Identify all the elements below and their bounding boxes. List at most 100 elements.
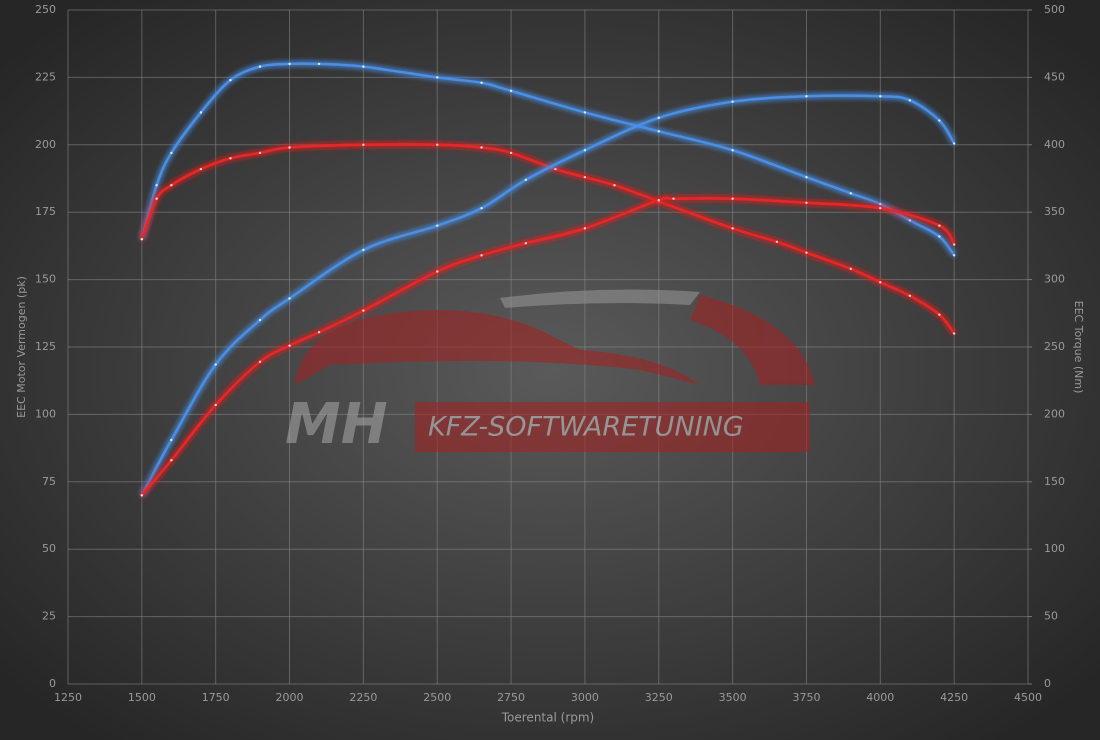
data-point: [140, 494, 144, 497]
y2-tick-label: 250: [1044, 340, 1065, 353]
data-point: [229, 157, 232, 160]
y2-tick-label: 50: [1044, 610, 1058, 623]
y-tick-label: 50: [42, 542, 56, 555]
logo-arc: [500, 289, 700, 308]
x-tick-label: 1750: [202, 691, 230, 704]
x-tick-label: 3250: [645, 691, 673, 704]
data-point: [952, 332, 956, 335]
y-tick-label: 125: [35, 340, 56, 353]
data-point: [524, 178, 528, 182]
y2-tick-label: 150: [1044, 475, 1065, 488]
data-point: [170, 438, 173, 442]
y-tick-label: 75: [42, 475, 56, 488]
data-point: [214, 403, 217, 407]
logo-car: [295, 310, 700, 385]
data-point: [657, 130, 660, 133]
data-point: [672, 197, 675, 200]
data-point: [155, 184, 158, 187]
data-point: [288, 297, 291, 300]
data-point: [583, 175, 587, 179]
data-point: [908, 294, 912, 297]
data-point: [583, 148, 587, 152]
x-axis-title: Toerental (rpm): [501, 711, 594, 725]
data-point: [170, 459, 173, 462]
data-point: [849, 192, 852, 195]
data-point: [509, 89, 513, 93]
data-point: [879, 206, 882, 210]
series-line: [140, 62, 956, 257]
y-tick-label: 225: [35, 70, 56, 83]
data-point: [436, 76, 439, 79]
data-point: [938, 313, 941, 316]
data-point: [524, 242, 528, 245]
data-point: [480, 146, 483, 149]
data-point: [583, 227, 587, 230]
x-tick-label: 2750: [497, 691, 525, 704]
y-tick-label: 175: [35, 205, 56, 218]
data-point: [436, 224, 439, 227]
data-point: [199, 111, 203, 114]
y-axis-title: EEC Motor Vermogen (pk): [15, 276, 28, 418]
data-point: [952, 142, 956, 145]
data-point: [952, 243, 956, 246]
data-point: [775, 240, 779, 244]
x-tick-label: 3500: [719, 691, 747, 704]
x-tick-label: 1500: [128, 691, 156, 704]
data-point: [170, 151, 173, 155]
data-point: [362, 65, 365, 68]
data-point: [480, 81, 483, 84]
logo-arc: [690, 295, 815, 385]
data-point: [657, 198, 660, 202]
data-point: [938, 235, 941, 238]
data-point: [805, 95, 808, 98]
data-point: [805, 201, 808, 204]
y2-tick-label: 450: [1044, 70, 1065, 83]
data-point: [805, 251, 808, 254]
data-point: [583, 111, 587, 114]
watermark-text: MH: [285, 392, 388, 457]
data-point: [731, 100, 734, 103]
x-tick-label: 4250: [940, 691, 968, 704]
data-point: [908, 99, 912, 102]
watermark: MH KFZ-SOFTWARETUNING: [285, 289, 815, 457]
data-point: [258, 65, 262, 68]
data-point: [140, 237, 144, 241]
x-tick-label: 4500: [1014, 691, 1042, 704]
x-tick-label: 3750: [792, 691, 820, 704]
data-point: [155, 197, 158, 200]
y-tick-label: 200: [35, 138, 56, 151]
data-point: [731, 227, 734, 230]
data-point: [170, 184, 173, 187]
data-point: [879, 202, 882, 206]
data-point: [258, 318, 262, 322]
x-tick-label: 1250: [54, 691, 82, 704]
data-point: [362, 143, 365, 146]
data-point: [613, 184, 616, 187]
data-point: [879, 95, 882, 98]
data-point: [258, 360, 262, 364]
data-point: [731, 197, 734, 200]
y-tick-label: 100: [35, 407, 56, 420]
data-point: [731, 148, 734, 152]
data-point: [288, 344, 291, 347]
data-point: [657, 116, 660, 120]
y2-tick-label: 200: [1044, 407, 1065, 420]
y2-tick-label: 300: [1044, 273, 1065, 286]
y-tick-label: 250: [35, 3, 56, 16]
data-point: [805, 175, 808, 179]
y-tick-label: 150: [35, 273, 56, 286]
y-tick-label: 0: [49, 677, 56, 690]
data-point: [509, 151, 513, 155]
data-point: [436, 270, 439, 273]
data-point: [952, 254, 956, 257]
x-tick-label: 4000: [866, 691, 894, 704]
data-point: [436, 143, 439, 146]
x-tick-label: 2500: [423, 691, 451, 704]
data-point: [938, 224, 941, 227]
data-point: [908, 219, 912, 222]
data-point: [879, 281, 882, 284]
data-point: [258, 151, 262, 155]
